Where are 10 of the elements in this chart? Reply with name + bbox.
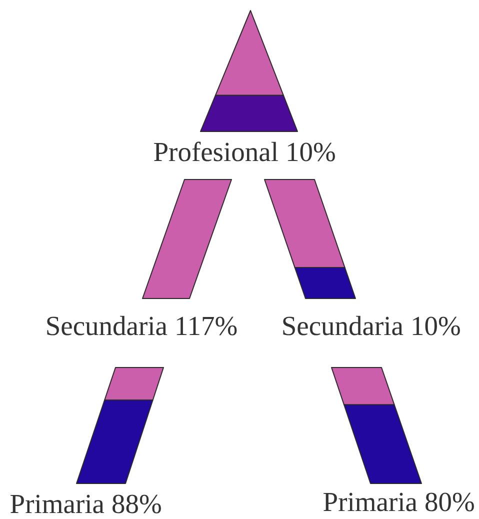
- category-label: Secundaria: [45, 310, 168, 341]
- data-label: 10%: [410, 310, 461, 341]
- data-label: 10%: [286, 136, 336, 167]
- data-label: 80%: [424, 486, 475, 517]
- data-label: 117%: [174, 310, 238, 341]
- category-label: Secundaria: [281, 310, 404, 341]
- category-label: Profesional: [153, 136, 279, 167]
- data-label: 88%: [112, 488, 162, 519]
- category-label: Primaria: [10, 488, 105, 519]
- category-label: Primaria: [322, 486, 418, 517]
